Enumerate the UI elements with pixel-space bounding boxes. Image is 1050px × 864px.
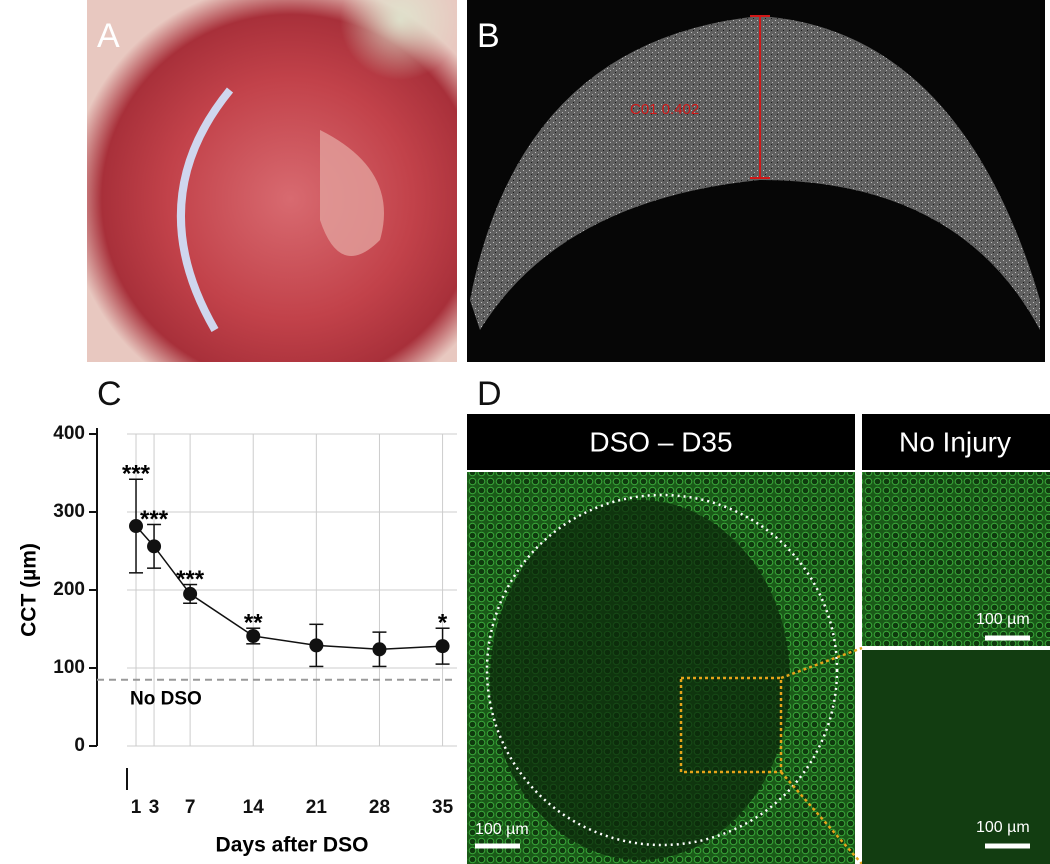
injury-circle	[485, 493, 839, 847]
panel-label: B	[477, 17, 500, 55]
reference-label: No DSO	[130, 689, 202, 710]
injury-zone	[490, 500, 790, 860]
zoom-box	[679, 676, 783, 774]
x-tick-label: 21	[306, 797, 328, 818]
x-tick-label: 14	[243, 797, 265, 818]
zoom-line	[780, 646, 863, 680]
micrograph	[862, 472, 1050, 646]
header-text: DSO – D35	[589, 426, 732, 457]
significance: ***	[176, 566, 205, 593]
x-axis-label: Days after DSO	[216, 834, 369, 857]
point	[183, 586, 198, 601]
significance: **	[244, 610, 263, 637]
x-tick-label: 7	[185, 797, 196, 818]
tissue	[320, 130, 384, 256]
micrograph	[862, 650, 1050, 864]
cornea-edge	[176, 87, 234, 332]
y-tick-label: 400	[53, 423, 85, 444]
panel-label: C	[97, 375, 122, 413]
header-bar	[862, 414, 1050, 470]
point	[147, 539, 162, 554]
scale-text: 100 µm	[475, 821, 529, 838]
point	[246, 629, 261, 644]
scale-text: 100 µm	[976, 611, 1030, 628]
x-tick-label: 28	[369, 797, 390, 818]
scale-text: 100 µm	[976, 819, 1030, 836]
significance: ***	[140, 506, 169, 533]
significance: *	[438, 610, 448, 637]
glare	[340, 0, 460, 80]
x-tick-label: 1	[131, 797, 142, 818]
panel-label: A	[97, 17, 120, 55]
significance: ***	[122, 461, 151, 488]
header-text: No Injury	[899, 426, 1011, 457]
cornea-scan	[470, 16, 1040, 330]
point	[372, 642, 387, 657]
x-tick-label: 35	[432, 797, 454, 818]
y-tick-label: 200	[53, 579, 85, 600]
y-tick-label: 0	[74, 735, 85, 756]
y-tick-label: 300	[53, 501, 85, 522]
point	[129, 519, 144, 534]
point	[435, 639, 450, 654]
y-axis-label: CCT (µm)	[18, 543, 41, 637]
zoom-line	[780, 771, 863, 864]
panel-label: D	[477, 375, 502, 413]
x-tick-label: 3	[149, 797, 160, 818]
y-tick-label: 100	[53, 657, 85, 678]
measure-text: C01 0.402	[630, 101, 699, 118]
point	[309, 638, 324, 653]
header-bar	[467, 414, 855, 470]
chart: 0 100 200 300 400 1 3 7 14 21 28 35 CCT (µm) Days aft…	[18, 423, 457, 857]
